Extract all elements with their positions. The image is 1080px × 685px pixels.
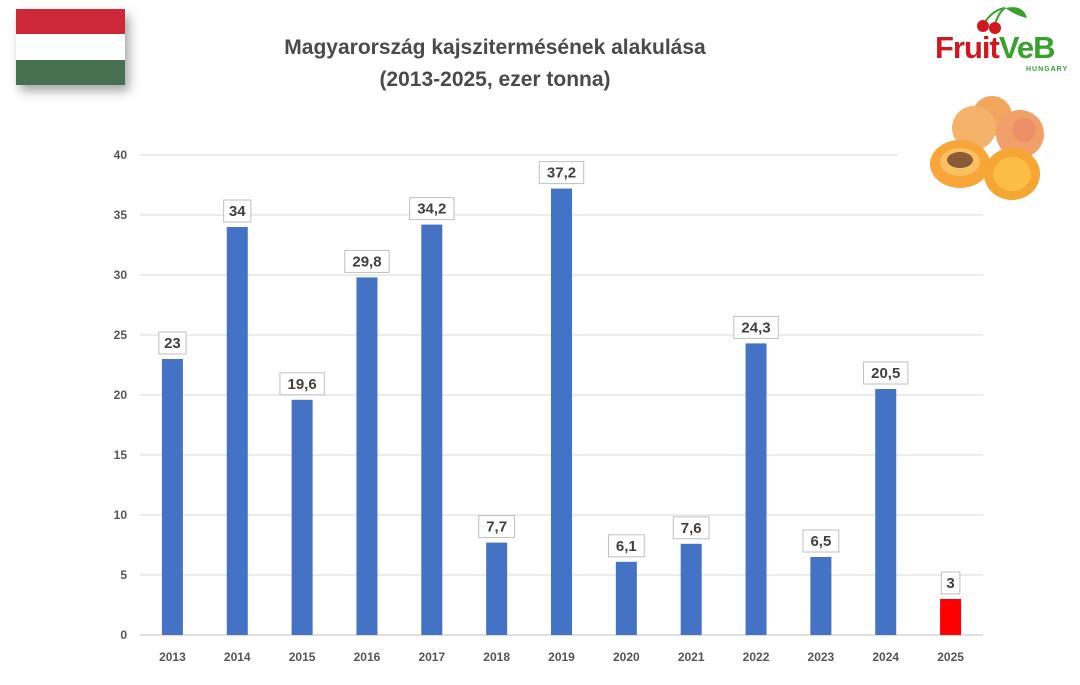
- data-label: 23: [164, 335, 181, 352]
- x-tick-label: 2022: [743, 650, 770, 664]
- data-label-box: [940, 571, 961, 595]
- x-tick-label: 2024: [872, 650, 899, 664]
- y-tick-label: 10: [114, 508, 128, 522]
- data-label: 20,5: [871, 365, 900, 382]
- data-label: 3: [946, 575, 954, 592]
- x-tick-label: 2017: [418, 650, 445, 664]
- bar-2016: [356, 277, 378, 635]
- bar-2015: [291, 399, 313, 635]
- chart-title-line1: Magyarország kajszitermésének alakulása: [284, 36, 706, 59]
- bar-2021: [680, 543, 702, 635]
- data-label-box: [672, 516, 710, 540]
- data-labels: 23 34 19,6 29,8 34,2 7,7 37,2 6,1 7,6 24,3 6,5 20,5…: [158, 161, 961, 595]
- bars: [161, 188, 962, 635]
- logo-text-green: VeB: [998, 30, 1056, 65]
- x-tick-label: 2013: [159, 650, 186, 664]
- x-tick-label: 2018: [483, 650, 510, 664]
- logo-text-red: Fruit: [935, 30, 1000, 65]
- data-label: 29,8: [352, 253, 381, 270]
- data-label: 24,3: [741, 319, 770, 336]
- data-label: 7,6: [681, 520, 702, 537]
- bar-2022: [745, 343, 767, 635]
- y-tick-label: 15: [114, 448, 128, 462]
- x-tick-label: 2016: [354, 650, 381, 664]
- data-label: 6,5: [810, 533, 831, 550]
- bar-2019: [551, 188, 572, 635]
- data-label-box: [538, 161, 585, 185]
- data-label-box: [607, 534, 645, 558]
- y-tick-label: 5: [120, 568, 127, 582]
- bar-2023: [810, 557, 832, 635]
- y-tick-label: 20: [114, 388, 128, 402]
- data-label-box: [478, 515, 516, 539]
- y-tick-label: 35: [114, 208, 128, 222]
- x-tick-label: 2015: [289, 650, 316, 664]
- chart-title: Magyarország kajszitermésének alakulása …: [230, 32, 760, 96]
- data-label: 37,2: [547, 165, 576, 182]
- fruitveb-logo: FruitVeB HUNGARY: [930, 4, 1078, 84]
- cherry-icon: [977, 7, 1027, 34]
- x-tick-label: 2025: [937, 650, 964, 664]
- x-tick-label: 2023: [808, 650, 835, 664]
- bar-2018: [486, 542, 508, 635]
- data-label: 34,2: [417, 201, 446, 218]
- x-tick-label: 2020: [613, 650, 640, 664]
- y-tick-label: 25: [114, 328, 128, 342]
- x-tick-label: 2014: [224, 650, 251, 664]
- data-label: 6,1: [616, 538, 637, 555]
- bar-2024: [875, 389, 897, 635]
- x-axis: 2013 2014 2015 2016 2017 2018 2019 2020 2021 2022…: [159, 650, 964, 664]
- y-tick-label: 40: [114, 148, 128, 162]
- data-label-box: [409, 197, 455, 221]
- x-tick-label: 2021: [678, 650, 705, 664]
- data-label-box: [279, 372, 325, 396]
- data-label-box: [863, 361, 909, 385]
- y-tick-label: 0: [120, 628, 127, 642]
- bar-2025: [940, 599, 962, 635]
- data-label-box: [223, 199, 252, 223]
- data-label: 34: [229, 203, 246, 220]
- bar-2014: [226, 227, 248, 635]
- logo-wordmark: FruitVeB: [935, 30, 1056, 66]
- bar-2020: [615, 561, 637, 635]
- data-label-box: [733, 315, 779, 339]
- bar-2017: [421, 224, 443, 635]
- bar-2013: [161, 359, 183, 635]
- apricot-illustration: [930, 96, 1044, 200]
- y-axis: 0 5 10 15 20 25 30 35 40: [114, 148, 128, 642]
- data-label-box: [344, 249, 390, 273]
- y-tick-label: 30: [114, 268, 128, 282]
- data-label: 19,6: [288, 376, 317, 393]
- hungarian-flag: [16, 9, 125, 85]
- data-label-box: [158, 331, 187, 355]
- chart-title-line2: (2013-2025, ezer tonna): [379, 68, 611, 91]
- data-label-box: [802, 529, 840, 553]
- data-label: 7,7: [486, 519, 507, 536]
- logo-subtitle: HUNGARY: [1026, 66, 1069, 73]
- x-tick-label: 2019: [548, 650, 575, 664]
